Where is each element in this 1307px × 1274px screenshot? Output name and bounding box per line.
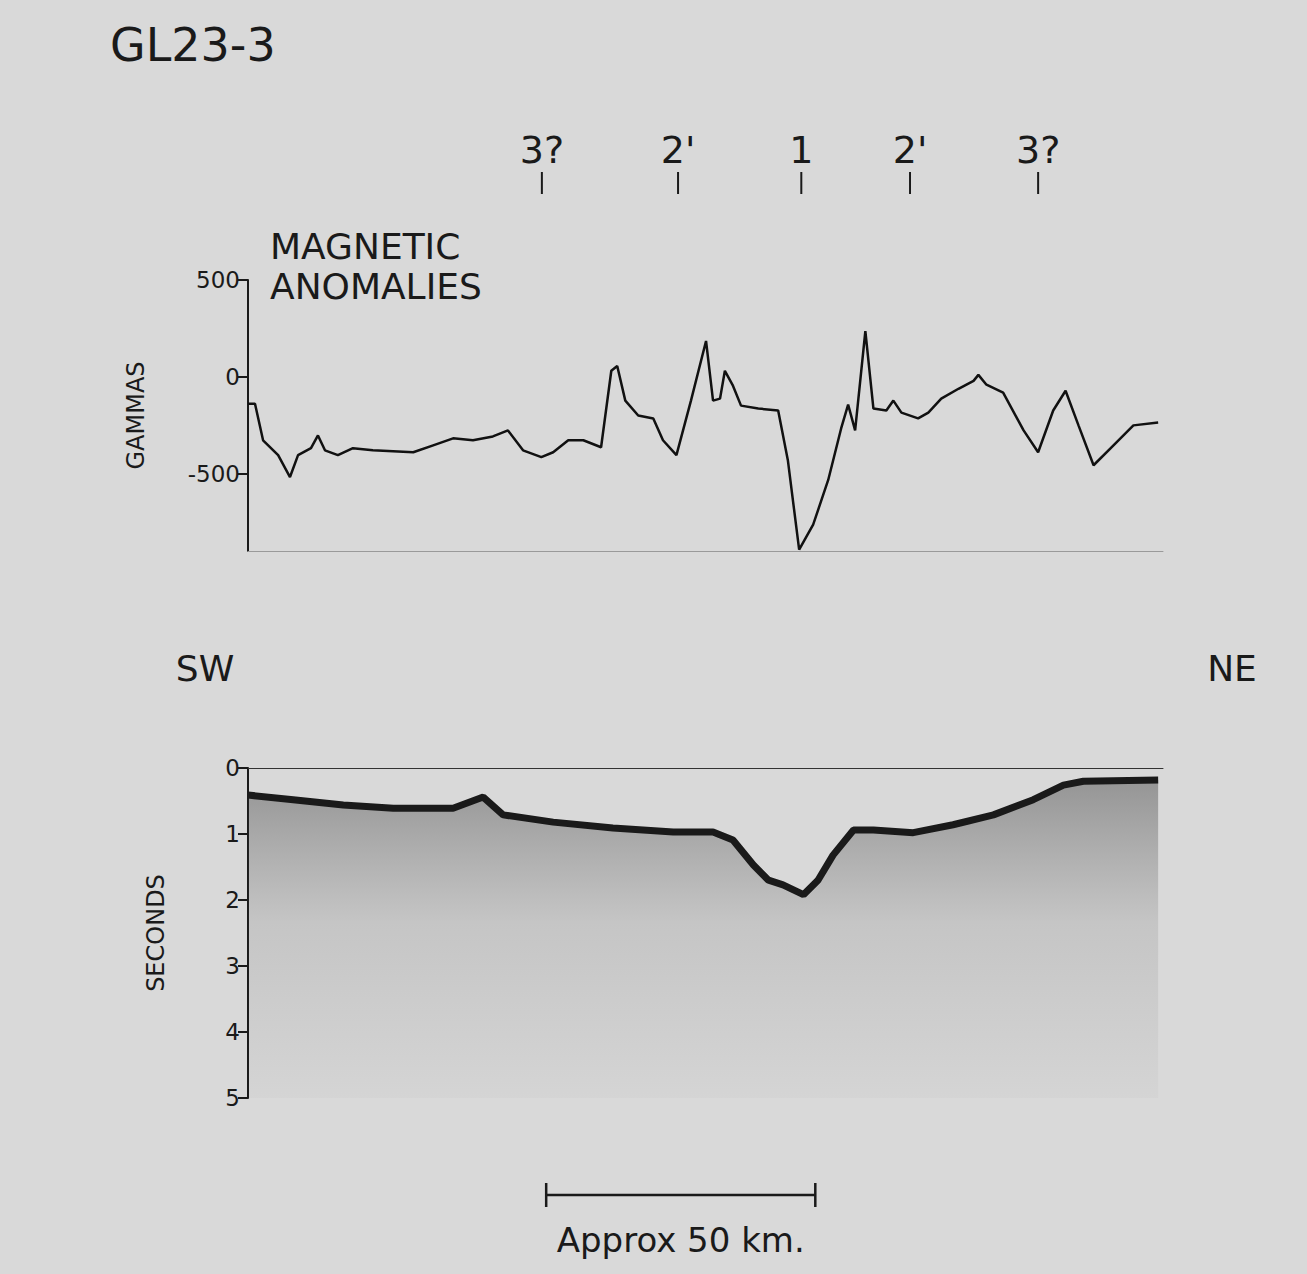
- svg-text:SW: SW: [176, 648, 234, 689]
- svg-text:1: 1: [225, 821, 240, 847]
- svg-text:4: 4: [225, 1019, 240, 1045]
- svg-text:500: 500: [196, 267, 240, 293]
- svg-text:3: 3: [225, 953, 240, 979]
- svg-text:2: 2: [225, 887, 240, 913]
- svg-text:1: 1: [789, 128, 813, 172]
- svg-text:3?: 3?: [520, 128, 564, 172]
- svg-text:0: 0: [225, 364, 240, 390]
- svg-text:GAMMAS: GAMMAS: [122, 361, 150, 469]
- svg-text:NE: NE: [1207, 648, 1257, 689]
- svg-text:MAGNETIC: MAGNETIC: [270, 226, 460, 267]
- svg-text:GL23-3: GL23-3: [110, 18, 276, 72]
- svg-text:ANOMALIES: ANOMALIES: [270, 266, 482, 307]
- svg-text:2': 2': [893, 128, 928, 172]
- svg-text:SECONDS: SECONDS: [142, 874, 170, 992]
- svg-text:Approx 50 km.: Approx 50 km.: [557, 1220, 805, 1260]
- svg-text:0: 0: [225, 755, 240, 781]
- svg-text:2': 2': [661, 128, 696, 172]
- svg-text:-500: -500: [188, 461, 240, 487]
- svg-text:3?: 3?: [1016, 128, 1060, 172]
- svg-text:5: 5: [225, 1085, 240, 1111]
